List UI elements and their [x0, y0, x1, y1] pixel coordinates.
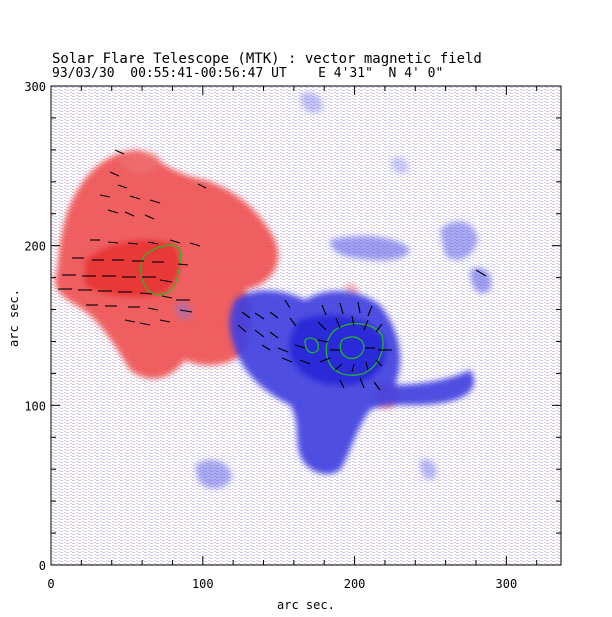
axis-tick-labels: 0 100 200 300 0 100 200 300	[24, 80, 517, 591]
negative-polarity-region	[175, 92, 492, 489]
x-axis-label: arc sec.	[277, 598, 335, 612]
x-tick-label: 300	[496, 577, 518, 591]
chart-subtitle: 93/03/30 00:55:41-00:56:47 UT E 4'31" N …	[52, 66, 444, 81]
y-tick-label: 100	[24, 399, 46, 413]
y-tick-label: 200	[24, 240, 46, 254]
vector-field-ticks	[58, 149, 487, 391]
y-axis-label: arc sec.	[7, 289, 21, 347]
chart-title: Solar Flare Telescope (MTK) : vector mag…	[52, 51, 482, 67]
plot-frame	[50, 85, 562, 566]
x-tick-label: 100	[192, 577, 214, 591]
x-tick-label: 200	[344, 577, 366, 591]
y-tick-label: 0	[39, 559, 46, 573]
x-tick-label: 0	[47, 577, 54, 591]
field-contours	[140, 244, 384, 376]
axis-ticks	[50, 85, 561, 566]
y-tick-label: 300	[24, 80, 46, 94]
